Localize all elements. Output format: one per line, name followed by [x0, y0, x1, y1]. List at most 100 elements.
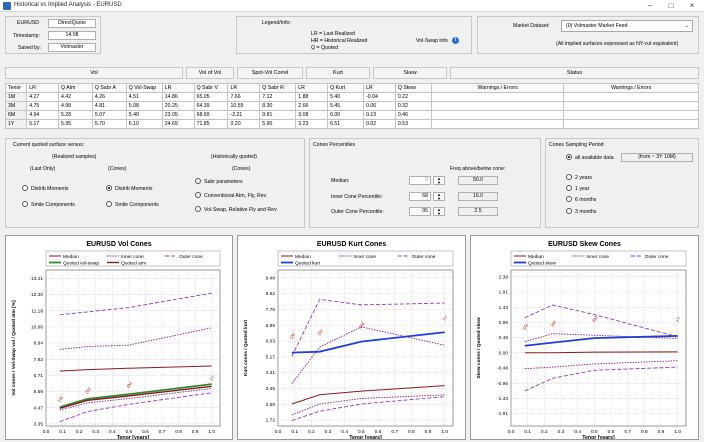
outer-spinner[interactable]: ▲ ▼: [433, 207, 445, 216]
hist-cones-label: (Cones): [232, 166, 251, 172]
table-cell: 5.40: [327, 92, 365, 102]
radio-cones-smile[interactable]: [106, 201, 112, 207]
radio-volswap[interactable]: [195, 206, 201, 212]
inner-freq: 16.0: [458, 192, 498, 201]
radio-cones-distrib[interactable]: [106, 185, 112, 191]
table-cell: 0.32: [394, 101, 432, 111]
series-line: [524, 304, 678, 338]
x-tick-label: 0.2: [541, 429, 548, 435]
outer-label: Outer Cone Percentile:: [331, 209, 384, 215]
saved-by-field: Volmaster: [48, 43, 96, 52]
chart-title: EURUSD Skew Cones: [548, 241, 621, 248]
y-axis-label: Skew cones / Quoted skew: [476, 317, 482, 379]
tenor-data-label: 6M: [591, 315, 599, 323]
tenor-data-label: 3M: [316, 328, 324, 336]
inner-spinner[interactable]: ▲ ▼: [433, 192, 445, 201]
radio-label: 3 months: [575, 209, 597, 215]
y-tick-label: 4.31: [266, 370, 276, 376]
median-label: Median:: [331, 178, 350, 184]
radio-sabr[interactable]: [195, 178, 201, 184]
info-icon[interactable]: i: [452, 37, 459, 44]
table-cell: 5.08: [125, 101, 163, 111]
x-tick-label: 0.1: [524, 429, 531, 435]
radio-1y[interactable]: [566, 185, 572, 191]
table-row[interactable]: 6M 4.94 5.28 5.07 5.40 23.05 68.69 -2.21 9.81 3.0…: [4, 110, 699, 120]
table-cell: 24.69: [161, 119, 195, 129]
x-axis-label: Tenor [years]: [582, 435, 615, 439]
radio-2y[interactable]: [566, 174, 572, 180]
surface-title: Current quoted surface versus:: [13, 142, 85, 148]
column-header: Tenor: [4, 83, 28, 93]
radio-last-smile[interactable]: [22, 201, 28, 207]
column-header: LR: [161, 83, 195, 93]
minimize-icon[interactable]: –: [647, 1, 653, 10]
market-dataset-select[interactable]: (0) Volmaster Market Feed ⌄: [561, 20, 693, 32]
legend-entry: Quoted vol-swap: [63, 260, 99, 266]
series-line: [291, 394, 445, 416]
plot-area: [277, 269, 454, 427]
x-tick-label: 0.2: [76, 429, 83, 435]
table-row[interactable]: 3M 4.75 4.98 4.81 5.08 20.25 64.39 10.55 8.30 2.6…: [4, 101, 699, 111]
series-line: [59, 392, 212, 423]
inner-input[interactable]: 68: [409, 192, 431, 201]
x-tick-label: 0.4: [574, 429, 581, 435]
table-cell: 7.66: [227, 92, 261, 102]
y-tick-label: -0.48: [497, 366, 508, 372]
skew-cones-chart: EURUSD Skew Cones Median Inner cone Outer c…: [476, 241, 687, 441]
y-tick-label: 5.59: [34, 389, 44, 395]
table-row[interactable]: 1M 4.27 4.42 4.26 4.51 14.86 65.05 7.66 7.12 1.88…: [4, 92, 699, 102]
table-cell: 7.12: [259, 92, 297, 102]
legend-group: [236, 16, 472, 54]
median-input[interactable]: 0: [409, 176, 431, 185]
x-tick-label: 0.7: [624, 429, 631, 435]
radio-label: 1 year: [575, 186, 590, 192]
series-line: [59, 292, 212, 316]
maximize-icon[interactable]: □: [668, 1, 674, 10]
table-cell: 1.88: [295, 92, 329, 102]
radio-label: Sabr parameters: [204, 179, 243, 185]
table-cell: 5.45: [327, 101, 365, 111]
radio-last-distrib[interactable]: [22, 185, 28, 191]
y-tick-label: 0.00: [499, 350, 509, 356]
y-tick-label: 11.18: [31, 308, 43, 314]
outer-input[interactable]: 95: [409, 207, 431, 216]
x-axis-label: Tenor [years]: [349, 435, 382, 439]
close-icon[interactable]: ×: [689, 1, 695, 10]
table-cell: -0.04: [363, 92, 396, 102]
table-cell: 5.40: [125, 110, 163, 120]
y-tick-label: 1.43: [499, 305, 509, 311]
group-header-skew: Skew: [373, 67, 447, 79]
y-tick-label: 13.41: [31, 276, 43, 282]
legend-entry: Median: [63, 254, 79, 260]
x-tick-label: 0.1: [59, 429, 66, 435]
chart-legend: [277, 250, 454, 267]
legend-line: Q = Quoted: [311, 45, 338, 51]
cones-label: (Cones): [108, 166, 127, 172]
x-tick-label: 0.4: [341, 429, 348, 435]
median-spinner[interactable]: ▲ ▼: [433, 176, 445, 185]
radio-3m[interactable]: [566, 208, 572, 214]
y-tick-label: 1.72: [266, 418, 276, 424]
radio-6m[interactable]: [566, 196, 572, 202]
x-tick-label: 0.9: [192, 429, 199, 435]
table-cell: 4.27: [26, 92, 59, 102]
tenor-data-label: 3M: [84, 387, 92, 395]
radio-conventional[interactable]: [195, 192, 201, 198]
radio-label: Smile Components: [115, 202, 159, 208]
column-header: Q Vol-Swap: [125, 83, 163, 93]
table-cell: 20.25: [161, 101, 195, 111]
group-header-status: Status: [450, 67, 699, 79]
legend-entry: Outer cone: [179, 254, 203, 260]
radio-all-data[interactable]: [566, 154, 572, 160]
x-tick-label: 0.1: [291, 429, 298, 435]
chart-legend: [510, 250, 687, 267]
table-cell: 4.42: [57, 92, 93, 102]
table-row[interactable]: 1Y 5.17 5.95 5.70 6.10 24.69 71.85 0.20 5.90 3.23…: [4, 119, 699, 129]
table-cell: 4.26: [91, 92, 127, 102]
tenor-data-label: 6M: [126, 381, 134, 389]
sampling-group: [545, 138, 699, 228]
table-cell: 14.86: [161, 92, 195, 102]
y-tick-label: 0.96: [499, 320, 509, 326]
y-tick-label: 1.91: [499, 290, 509, 296]
